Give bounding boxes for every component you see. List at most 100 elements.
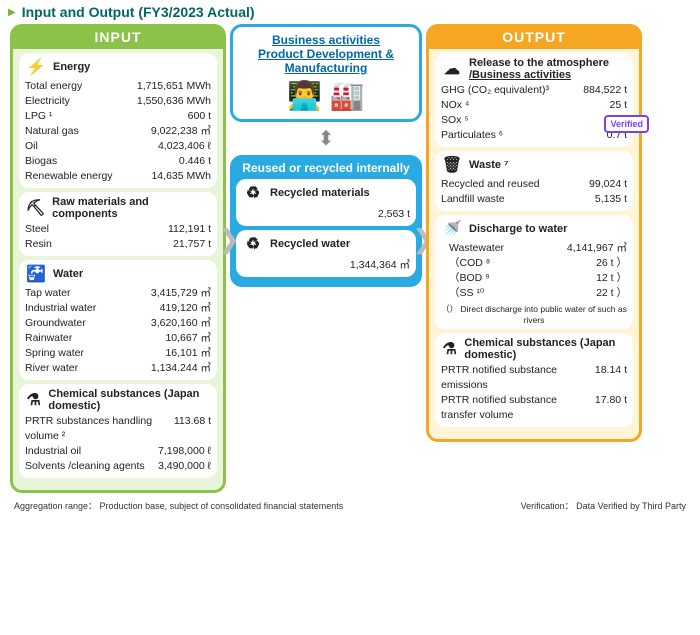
row-value: 3,620,160 ㎥ xyxy=(145,316,211,331)
water-rows: Tap water3,415,729 ㎥Industrial water419,… xyxy=(25,286,211,376)
row-value: 112,191 t xyxy=(162,222,211,237)
rmat-val: 2,563 t xyxy=(372,207,410,222)
title-marker-icon: ▶ xyxy=(8,7,16,18)
dwater-rows: Wastewater4,141,967 ㎥（COD ⁸26 t ）（BOD ⁹1… xyxy=(441,241,627,301)
row-label: LPG ¹ xyxy=(25,109,182,124)
row-label: Total energy xyxy=(25,79,131,94)
reuse-head: Reused or recycled internally xyxy=(236,161,416,175)
row-label: Groundwater xyxy=(25,316,145,331)
row-value: 884,522 t xyxy=(577,83,627,98)
chem-in-title: Chemical substances (Japan domestic) xyxy=(48,388,211,412)
recycle-icon: ♻ xyxy=(242,183,264,203)
waste-card: 🗑 Waste ⁷ Recycled and reused99,024 tLand… xyxy=(435,151,633,211)
row-value: 26 t ） xyxy=(590,256,627,271)
row-label: Resin xyxy=(25,237,167,252)
dwater-title: Discharge to water xyxy=(469,223,567,235)
biz-title-l1: Business activities xyxy=(239,33,413,47)
row-label: PRTR notified substance emissions xyxy=(441,363,589,393)
input-header: INPUT xyxy=(13,27,223,49)
row-value: 1,550,636 MWh xyxy=(131,94,211,109)
row-value: 7,198,000 ℓ xyxy=(152,444,211,459)
row-value: 1,715,651 MWh xyxy=(131,79,211,94)
footer: Aggregation range： Production base, subj… xyxy=(0,497,700,518)
row-label: Biogas xyxy=(25,154,173,169)
trash-icon: 🗑 xyxy=(441,155,463,175)
row-label: Renewable energy xyxy=(25,169,145,184)
row-value: 0.446 t xyxy=(173,154,211,169)
chem-in-rows: PRTR substances handling volume ²113.68 … xyxy=(25,414,211,474)
chem-out-card: ⚗ Chemical substances (Japan domestic) PR… xyxy=(435,333,633,427)
row-value: 10,667 ㎥ xyxy=(159,331,211,346)
row-value: 113.68 t xyxy=(168,414,211,444)
row-value: 4,141,967 ㎥ xyxy=(561,241,627,256)
water-title: Water xyxy=(53,268,83,280)
page-title-bar: ▶ Input and Output (FY3/2023 Actual) xyxy=(0,0,700,24)
discharge-water-card: 🚿 Discharge to water Wastewater4,141,967 … xyxy=(435,215,633,329)
columns: INPUT ⚡Energy Total energy1,715,651 MWhE… xyxy=(0,24,700,497)
chem-out-title: Chemical substances (Japan domestic) xyxy=(464,337,627,361)
row-value: 25 t xyxy=(603,98,627,113)
row-label: Particulates ⁶ xyxy=(441,128,601,143)
row-value: 1,134.244 ㎥ xyxy=(145,361,211,376)
chem-in-card: ⚗ Chemical substances (Japan domestic) PR… xyxy=(19,384,217,478)
raw-card: ⛏ Raw materials and components Steel112,1… xyxy=(19,192,217,256)
recycle-water-icon: ♻ xyxy=(242,234,264,254)
output-panel: OUTPUT Verified ☁ Release to the atmosph… xyxy=(426,24,642,442)
row-label: Tap water xyxy=(25,286,145,301)
atm-rows: GHG (CO₂ equivalent)³884,522 tNOx ⁴25 tS… xyxy=(441,83,627,143)
row-value: 419,120 ㎥ xyxy=(154,301,211,316)
row-value: 9,022,238 ㎥ xyxy=(145,124,211,139)
raw-icon: ⛏ xyxy=(25,198,46,218)
row-value: 5,135 t xyxy=(589,192,627,207)
row-label: Industrial oil xyxy=(25,444,152,459)
recycled-water-card: ♻Recycled water 1,344,364 ㎥ xyxy=(236,230,416,277)
footer-right: Verification： Data Verified by Third Par… xyxy=(521,499,686,512)
row-label: Natural gas xyxy=(25,124,145,139)
biz-title-l2: Product Development & Manufacturing xyxy=(239,47,413,75)
raw-title: Raw materials and components xyxy=(52,196,211,220)
row-label: （SS ¹⁰ xyxy=(441,286,590,301)
row-value: 21,757 t xyxy=(167,237,211,252)
row-label: GHG (CO₂ equivalent)³ xyxy=(441,83,577,98)
atmosphere-card: ☁ Release to the atmosphere /Business ac… xyxy=(435,53,633,147)
row-value: 12 t ） xyxy=(590,271,627,286)
row-value: 600 t xyxy=(182,109,211,124)
arrow-left-icon: ❯ xyxy=(218,224,240,255)
flask-out-icon: ⚗ xyxy=(441,339,458,359)
footer-left: Aggregation range： Production base, subj… xyxy=(14,499,343,512)
row-label: Wastewater xyxy=(441,241,561,256)
row-label: NOx ⁴ xyxy=(441,98,603,113)
row-value: 14,635 MWh xyxy=(145,169,211,184)
waste-rows: Recycled and reused99,024 tLandfill wast… xyxy=(441,177,627,207)
waste-title: Waste ⁷ xyxy=(469,159,509,171)
flask-icon: ⚗ xyxy=(25,390,42,410)
recycled-materials-card: ♻ Recycled materials 2,563 t xyxy=(236,179,416,226)
row-label: Landfill waste xyxy=(441,192,589,207)
water-card: 🚰 Water Tap water3,415,729 ㎥Industrial wa… xyxy=(19,260,217,380)
raw-rows: Steel112,191 tResin21,757 t xyxy=(25,222,211,252)
business-activities-box: Business activities Product Development … xyxy=(230,24,422,122)
row-label: Oil xyxy=(25,139,152,154)
arrow-down-icon: ⬍ xyxy=(230,126,422,151)
energy-title: Energy xyxy=(53,61,90,73)
energy-card: ⚡Energy Total energy1,715,651 MWhElectri… xyxy=(19,53,217,188)
row-label: Rainwater xyxy=(25,331,159,346)
row-value: 99,024 t xyxy=(583,177,627,192)
row-label: Electricity xyxy=(25,94,131,109)
row-label: （BOD ⁹ xyxy=(441,271,590,286)
water-icon: 🚰 xyxy=(25,264,47,284)
row-label: PRTR substances handling volume ² xyxy=(25,414,168,444)
biz-icons: 👨‍💻 🏭 xyxy=(239,81,413,111)
energy-rows: Total energy1,715,651 MWhElectricity1,55… xyxy=(25,79,211,184)
rmat-title: Recycled materials xyxy=(270,187,370,199)
pipe-icon: 🚿 xyxy=(441,219,463,239)
rwater-val: 1,344,364 ㎥ xyxy=(344,258,410,273)
row-label: Steel xyxy=(25,222,162,237)
input-panel: INPUT ⚡Energy Total energy1,715,651 MWhE… xyxy=(10,24,226,493)
row-label: Spring water xyxy=(25,346,159,361)
recycled-box: Reused or recycled internally ♻Recycled … xyxy=(230,155,422,287)
middle-column: ❯ ❯ Business activities Product Developm… xyxy=(230,24,422,287)
row-label: Solvents /cleaning agents xyxy=(25,459,152,474)
row-label: SOx ⁵ xyxy=(441,113,609,128)
row-value: 3,490,000 ℓ xyxy=(152,459,211,474)
